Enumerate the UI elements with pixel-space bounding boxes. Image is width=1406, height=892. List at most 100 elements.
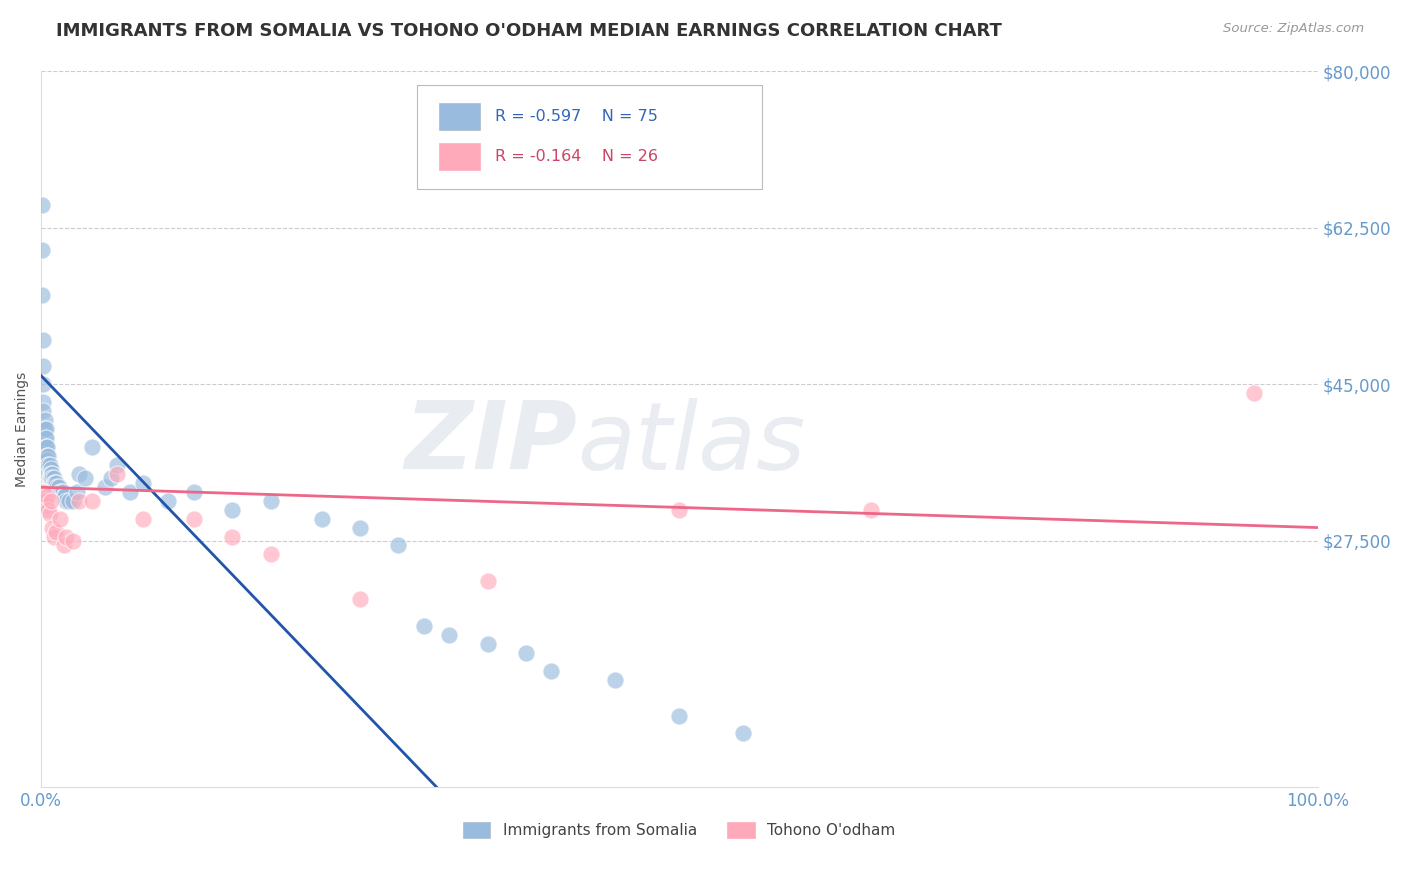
Point [32,404,55,418]
Point [35,498,58,512]
Point [31,288,53,302]
Point [259,493,281,508]
Point [67,467,90,481]
Point [37,440,59,454]
Point [31,198,53,212]
Point [37,467,59,481]
Point [412,619,434,633]
Point [605,673,627,687]
Point [668,708,690,723]
FancyBboxPatch shape [439,103,479,130]
Point [44,480,66,494]
Text: Source: ZipAtlas.com: Source: ZipAtlas.com [1223,22,1364,36]
Point [38,458,60,472]
Point [42,475,65,490]
Point [62,493,84,508]
Point [49,511,72,525]
Point [75,471,97,485]
Point [37,449,59,463]
Point [35,431,58,445]
Point [51,484,73,499]
Point [221,529,243,543]
Point [540,664,562,678]
Point [39,462,62,476]
Point [44,475,66,490]
Point [38,467,60,481]
Point [32,484,55,499]
Point [32,377,55,392]
Point [37,449,59,463]
Point [80,493,103,508]
Point [349,520,371,534]
Point [41,520,63,534]
Point [37,458,59,472]
Point [45,524,67,539]
Point [55,529,77,543]
Point [387,539,409,553]
FancyBboxPatch shape [418,86,762,189]
Point [38,507,60,521]
Point [51,484,73,499]
Point [37,453,59,467]
Point [35,449,58,463]
Point [221,502,243,516]
Point [52,539,75,553]
Point [65,484,87,499]
Text: atlas: atlas [576,398,806,489]
Point [349,592,371,607]
Text: ZIP: ZIP [404,398,576,490]
Point [439,628,461,642]
Point [62,533,84,548]
Point [132,511,155,525]
Point [52,489,75,503]
Point [107,467,129,481]
FancyBboxPatch shape [439,143,479,169]
Point [53,489,76,503]
Point [38,471,60,485]
Point [34,431,56,445]
Point [34,493,56,508]
Point [93,480,115,494]
Point [37,458,59,472]
Point [132,475,155,490]
Point [311,511,333,525]
Point [34,440,56,454]
Point [42,529,65,543]
Point [39,467,62,481]
Legend: Immigrants from Somalia, Tohono O'odham: Immigrants from Somalia, Tohono O'odham [457,816,901,844]
Point [35,440,58,454]
Text: R = -0.164    N = 26: R = -0.164 N = 26 [495,149,658,164]
Point [39,493,62,508]
Point [55,493,77,508]
Point [515,646,537,660]
Point [32,333,55,347]
Point [37,502,59,516]
Point [183,511,205,525]
Point [259,548,281,562]
Point [49,484,72,499]
Point [80,440,103,454]
Point [37,489,59,503]
Point [34,413,56,427]
Point [35,422,58,436]
Point [37,462,59,476]
Point [42,471,65,485]
Point [67,493,90,508]
Point [46,480,69,494]
Point [41,467,63,481]
Point [32,395,55,409]
Point [157,493,180,508]
Y-axis label: Median Earnings: Median Earnings [15,371,30,487]
Point [41,471,63,485]
Text: R = -0.597    N = 75: R = -0.597 N = 75 [495,110,658,124]
Point [731,726,754,740]
Point [859,502,882,516]
Point [668,502,690,516]
Point [477,574,499,589]
Point [35,453,58,467]
Point [183,484,205,499]
Point [100,471,122,485]
Point [34,444,56,458]
Point [39,471,62,485]
Point [58,493,80,508]
